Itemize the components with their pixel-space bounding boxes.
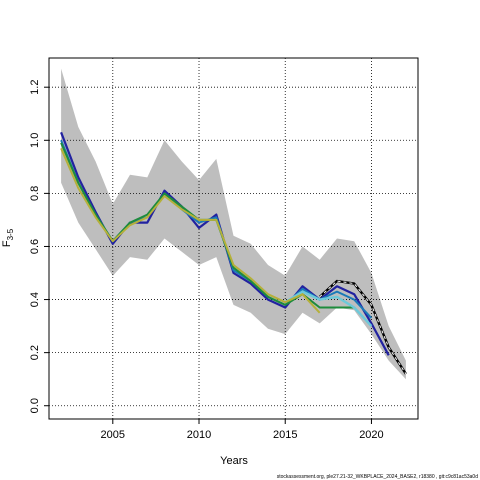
grid-layer xyxy=(49,58,418,419)
y-tick-label: 0.8 xyxy=(29,186,41,201)
y-axis-label-subscript: 3-5 xyxy=(6,228,15,240)
x-tick-label: 2020 xyxy=(359,429,383,441)
x-tick-label: 2015 xyxy=(273,429,297,441)
y-tick-label: 0.4 xyxy=(29,292,41,307)
confidence-band-layer xyxy=(61,68,406,380)
y-tick-label: 0.6 xyxy=(29,239,41,254)
series-line-5-dash xyxy=(319,280,407,375)
y-axis-label-main: F xyxy=(1,240,13,247)
confidence-band xyxy=(61,68,406,380)
x-tick-label: 2010 xyxy=(187,429,211,441)
series-line-4 xyxy=(60,147,321,314)
y-tick-label: 1.2 xyxy=(29,80,41,95)
y-tick-label: 0.2 xyxy=(29,345,41,360)
footer-text: stockassessment.org, ple27.21-32_WKBPLAC… xyxy=(277,474,478,480)
y-tick-label: 0.0 xyxy=(29,398,41,413)
x-tick-label: 2005 xyxy=(101,429,125,441)
series-layer xyxy=(60,131,407,375)
y-tick-label: 1.0 xyxy=(29,133,41,148)
x-axis: 2005 2010 2015 2020 xyxy=(101,419,384,441)
x-axis-label: Years xyxy=(220,455,248,467)
y-axis-label: F3-5 xyxy=(1,228,15,247)
series-line-3 xyxy=(284,290,373,327)
y-axis: 0.0 0.2 0.4 0.6 0.8 1.0 1.2 xyxy=(29,80,49,413)
plot-frame xyxy=(48,57,419,420)
